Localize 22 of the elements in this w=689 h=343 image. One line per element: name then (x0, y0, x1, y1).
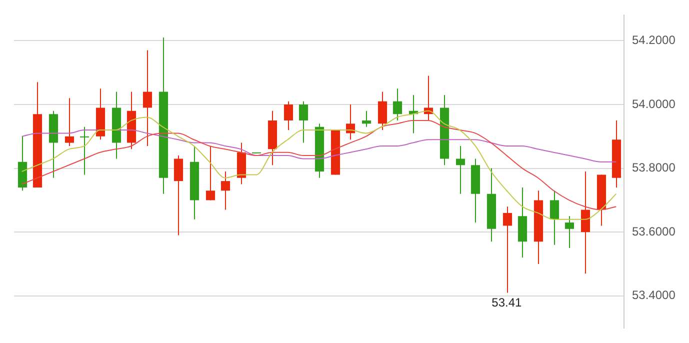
candlestick (298, 100, 308, 144)
candlestick (564, 216, 574, 249)
candlestick (142, 50, 152, 146)
candlestick (362, 110, 372, 128)
candlestick (174, 155, 184, 236)
y-tick-label: 53.6000 (632, 224, 676, 238)
y-tick-label: 53.4000 (632, 288, 676, 302)
candlestick (378, 91, 388, 131)
candlestick (580, 171, 590, 274)
candlestick (502, 206, 512, 294)
candlestick (456, 145, 466, 194)
candlestick (284, 100, 294, 131)
candlestick (64, 98, 74, 146)
candlestick (550, 190, 560, 246)
candlestick (392, 88, 402, 121)
candlestick (80, 126, 90, 176)
annotation: 53.41 (492, 296, 522, 310)
y-tick-label: 54.2000 (632, 33, 676, 48)
y-tick-label: 54.0000 (632, 96, 676, 111)
candlestick (220, 171, 230, 210)
y-tick-label: 53.8000 (632, 160, 676, 175)
candlestick (206, 145, 216, 201)
